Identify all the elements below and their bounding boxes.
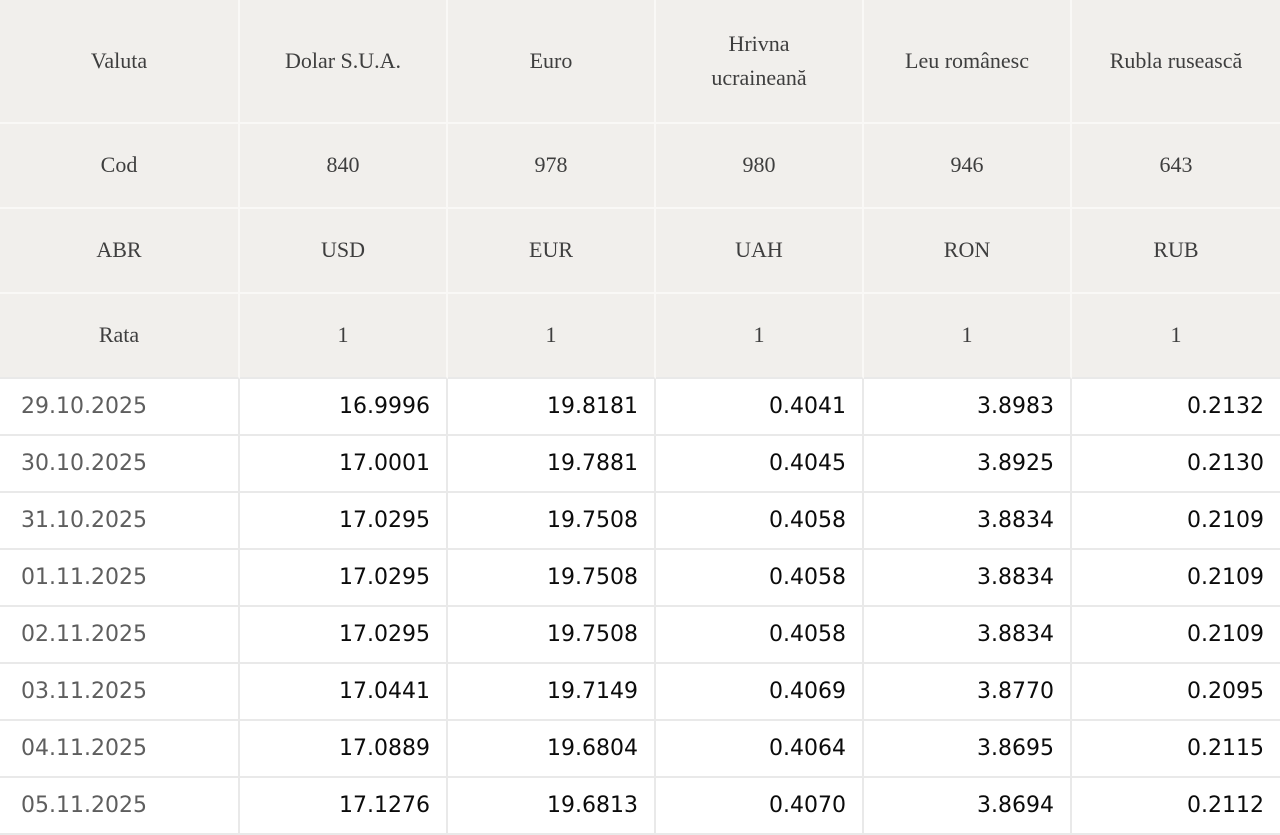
rate-row-03.11.2025: 03.11.2025 17.0441 19.7149 0.4069 3.8770 0.20… [0,664,1280,721]
rate-row-04.11.2025: 04.11.2025 17.0889 19.6804 0.4064 3.8695 0.21… [0,721,1280,778]
rate-value-cell: 3.8925 [864,436,1072,493]
rate-value-cell: 0.2132 [1072,379,1280,436]
rate-value-cell: 17.0295 [240,550,448,607]
rate-value-cell: 3.8695 [864,721,1072,778]
currency-abbr-cell: RON [864,209,1072,294]
date-cell: 04.11.2025 [0,721,240,778]
currency-name-cell: Dolar S.U.A. [240,0,448,124]
row-label-rate: Rata [0,294,240,379]
date-cell: 31.10.2025 [0,493,240,550]
row-label-code: Cod [0,124,240,209]
rate-value-cell: 19.7508 [448,607,656,664]
rate-value-cell: 0.2109 [1072,607,1280,664]
currency-rate-cell: 1 [864,294,1072,379]
currency-rate-cell: 1 [448,294,656,379]
rate-value-cell: 19.6804 [448,721,656,778]
currency-name-cell: Leu românesc [864,0,1072,124]
rate-value-cell: 0.4058 [656,550,864,607]
currency-code-cell: 840 [240,124,448,209]
date-cell: 05.11.2025 [0,778,240,835]
rate-value-cell: 3.8983 [864,379,1072,436]
rate-value-cell: 3.8770 [864,664,1072,721]
rate-value-cell: 0.2109 [1072,493,1280,550]
currency-rate-cell: 1 [1072,294,1280,379]
rate-row-02.11.2025: 02.11.2025 17.0295 19.7508 0.4058 3.8834 0.21… [0,607,1280,664]
currency-rate-cell: 1 [656,294,864,379]
currency-code-cell: 946 [864,124,1072,209]
date-cell: 29.10.2025 [0,379,240,436]
rate-value-cell: 0.4041 [656,379,864,436]
rate-row-29.10.2025: 29.10.2025 16.9996 19.8181 0.4041 3.8983 0.21… [0,379,1280,436]
rate-row-30.10.2025: 30.10.2025 17.0001 19.7881 0.4045 3.8925 0.21… [0,436,1280,493]
rate-row-05.11.2025: 05.11.2025 17.1276 19.6813 0.4070 3.8694 0.21… [0,778,1280,835]
rate-value-cell: 17.0889 [240,721,448,778]
currency-code-cell: 980 [656,124,864,209]
meta-row-abbr: ABR USD EUR UAH RON RUB [0,209,1280,294]
rate-value-cell: 19.7881 [448,436,656,493]
rate-value-cell: 19.8181 [448,379,656,436]
currency-name-cell: Hrivna ucraineană [656,0,864,124]
rate-value-cell: 0.2112 [1072,778,1280,835]
currency-code-cell: 978 [448,124,656,209]
row-label-currency: Valuta [0,0,240,124]
rate-value-cell: 19.7149 [448,664,656,721]
rate-value-cell: 0.4064 [656,721,864,778]
rate-value-cell: 3.8834 [864,493,1072,550]
date-cell: 01.11.2025 [0,550,240,607]
rate-value-cell: 17.1276 [240,778,448,835]
date-cell: 03.11.2025 [0,664,240,721]
rate-value-cell: 17.0295 [240,607,448,664]
rate-value-cell: 17.0001 [240,436,448,493]
rate-value-cell: 16.9996 [240,379,448,436]
rate-value-cell: 3.8694 [864,778,1072,835]
currency-abbr-cell: USD [240,209,448,294]
rate-value-cell: 0.2130 [1072,436,1280,493]
rate-value-cell: 19.6813 [448,778,656,835]
date-cell: 02.11.2025 [0,607,240,664]
currency-name-cell: Rubla rusească [1072,0,1280,124]
date-cell: 30.10.2025 [0,436,240,493]
currency-abbr-cell: EUR [448,209,656,294]
meta-row-currency: Valuta Dolar S.U.A. Euro Hrivna ucraineană L… [0,0,1280,124]
rate-value-cell: 19.7508 [448,550,656,607]
rate-value-cell: 17.0441 [240,664,448,721]
rate-value-cell: 17.0295 [240,493,448,550]
rate-value-cell: 3.8834 [864,550,1072,607]
currency-rate-cell: 1 [240,294,448,379]
currency-name-cell: Euro [448,0,656,124]
meta-row-code: Cod 840 978 980 946 643 [0,124,1280,209]
rate-row-31.10.2025: 31.10.2025 17.0295 19.7508 0.4058 3.8834 0.21… [0,493,1280,550]
rate-value-cell: 0.2109 [1072,550,1280,607]
currency-code-cell: 643 [1072,124,1280,209]
rate-value-cell: 0.4070 [656,778,864,835]
rate-value-cell: 0.2095 [1072,664,1280,721]
row-label-abbr: ABR [0,209,240,294]
rate-value-cell: 3.8834 [864,607,1072,664]
meta-row-rate: Rata 1 1 1 1 1 [0,294,1280,379]
rate-value-cell: 0.4058 [656,607,864,664]
rate-value-cell: 19.7508 [448,493,656,550]
currency-abbr-cell: RUB [1072,209,1280,294]
currency-abbr-cell: UAH [656,209,864,294]
rate-value-cell: 0.4045 [656,436,864,493]
rate-value-cell: 0.4069 [656,664,864,721]
rate-value-cell: 0.4058 [656,493,864,550]
rate-row-01.11.2025: 01.11.2025 17.0295 19.7508 0.4058 3.8834 0.21… [0,550,1280,607]
rate-value-cell: 0.2115 [1072,721,1280,778]
